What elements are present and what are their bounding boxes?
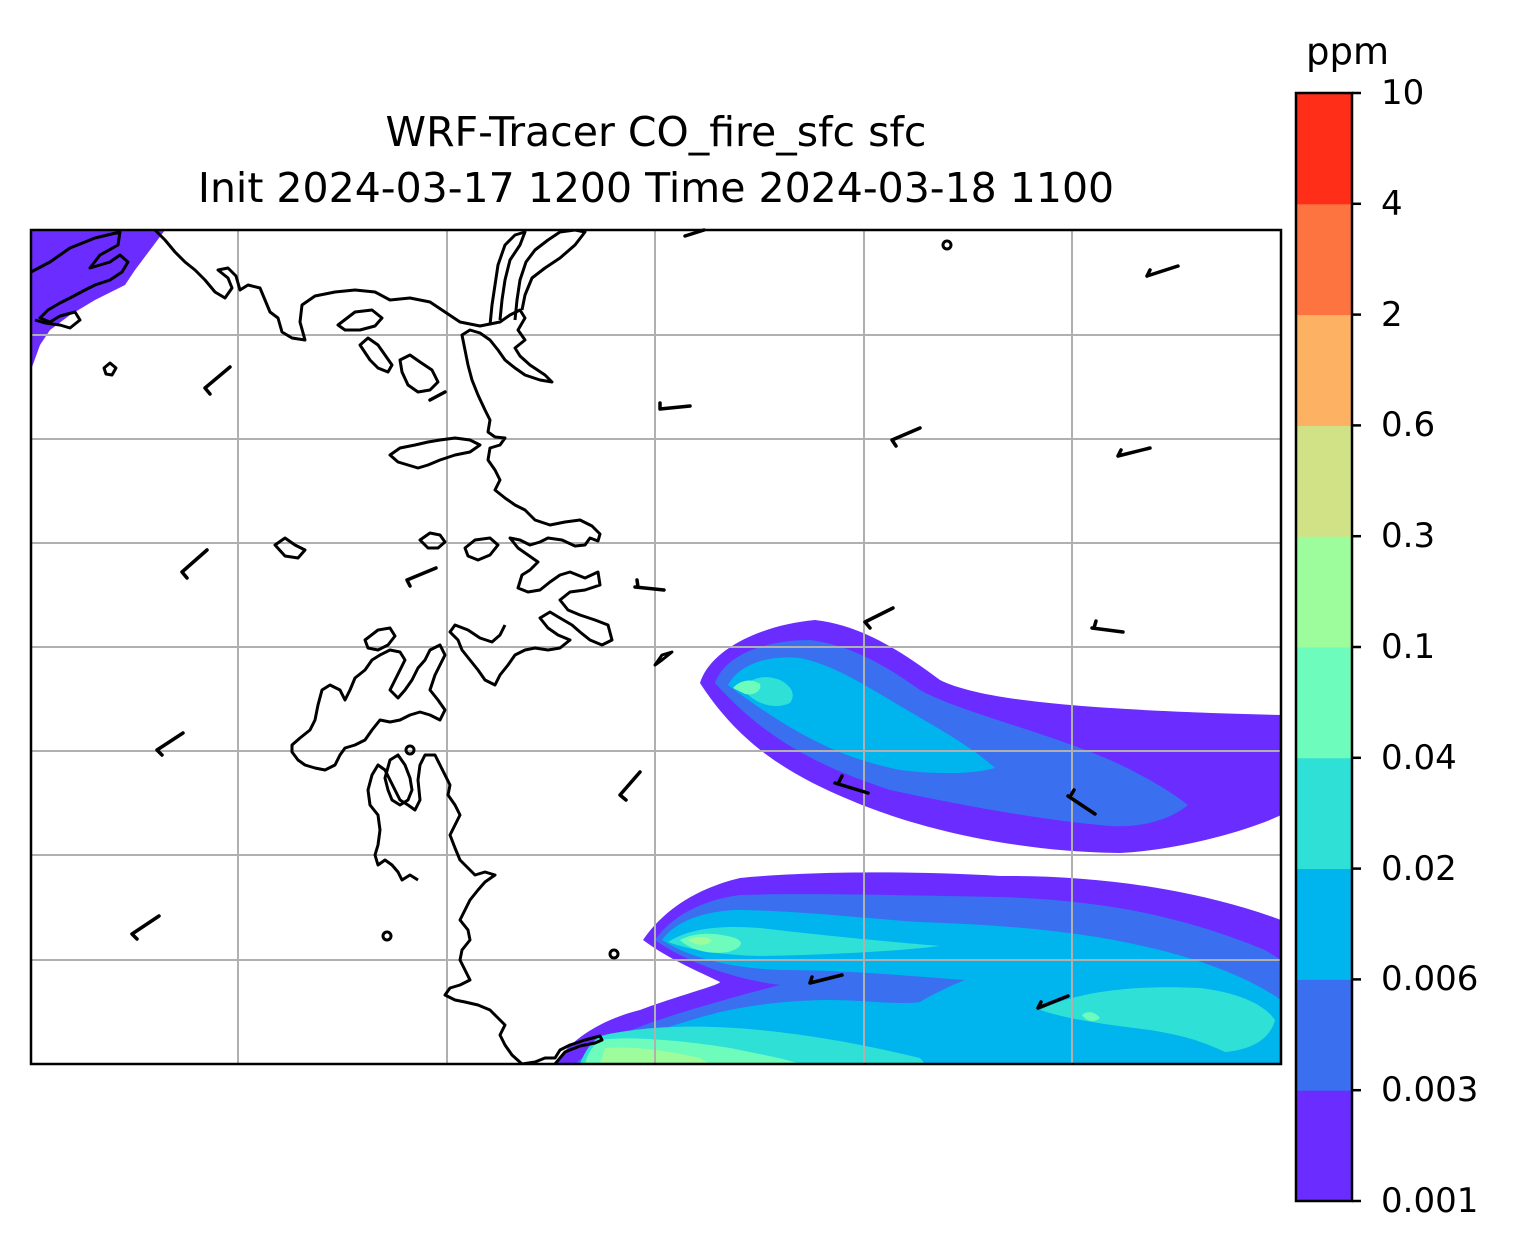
colorbar-tick-label: 0.02 [1381, 848, 1457, 889]
colorbar-unit-label: ppm [1306, 30, 1390, 73]
colorbar-tick-label: 0.001 [1381, 1181, 1479, 1221]
wind-barbs [130, 228, 1180, 1010]
colorbar-tick-label: 0.003 [1381, 1070, 1479, 1111]
colorbar-band [1296, 1090, 1352, 1202]
colorbar-band [1296, 647, 1352, 759]
colorbar [1294, 91, 1361, 1203]
colorbar-tick-label: 0.1 [1381, 627, 1436, 667]
map-gridlines [31, 230, 1281, 1064]
colorbar-band [1296, 314, 1352, 426]
colorbar-tick-label: 0.6 [1381, 405, 1436, 446]
map-title-line2: Init 2024-03-17 1200 Time 2024-03-18 110… [197, 164, 1115, 212]
colorbar-band [1296, 868, 1352, 980]
colorbar-tick-label: 2 [1381, 294, 1403, 335]
colorbar-band [1296, 536, 1352, 648]
colorbar-tick-label: 0.006 [1381, 959, 1479, 1000]
colorbar-band [1296, 203, 1352, 316]
colorbar-band [1296, 93, 1352, 205]
tracer-fill [31, 230, 1281, 1064]
map-title-line1: WRF-Tracer CO_fire_sfc sfc [385, 108, 927, 156]
colorbar-tick-label: 0.3 [1381, 516, 1436, 557]
colorbar-band [1296, 979, 1352, 1091]
map-frame [29, 228, 1283, 1066]
colorbar-tick-label: 4 [1381, 183, 1403, 224]
colorbar-tick-label: 0.04 [1381, 737, 1457, 778]
colorbar-tick-label: 10 [1381, 73, 1425, 113]
coastlines [31, 230, 953, 1064]
colorbar-band [1296, 757, 1352, 870]
colorbar-band [1296, 425, 1352, 537]
